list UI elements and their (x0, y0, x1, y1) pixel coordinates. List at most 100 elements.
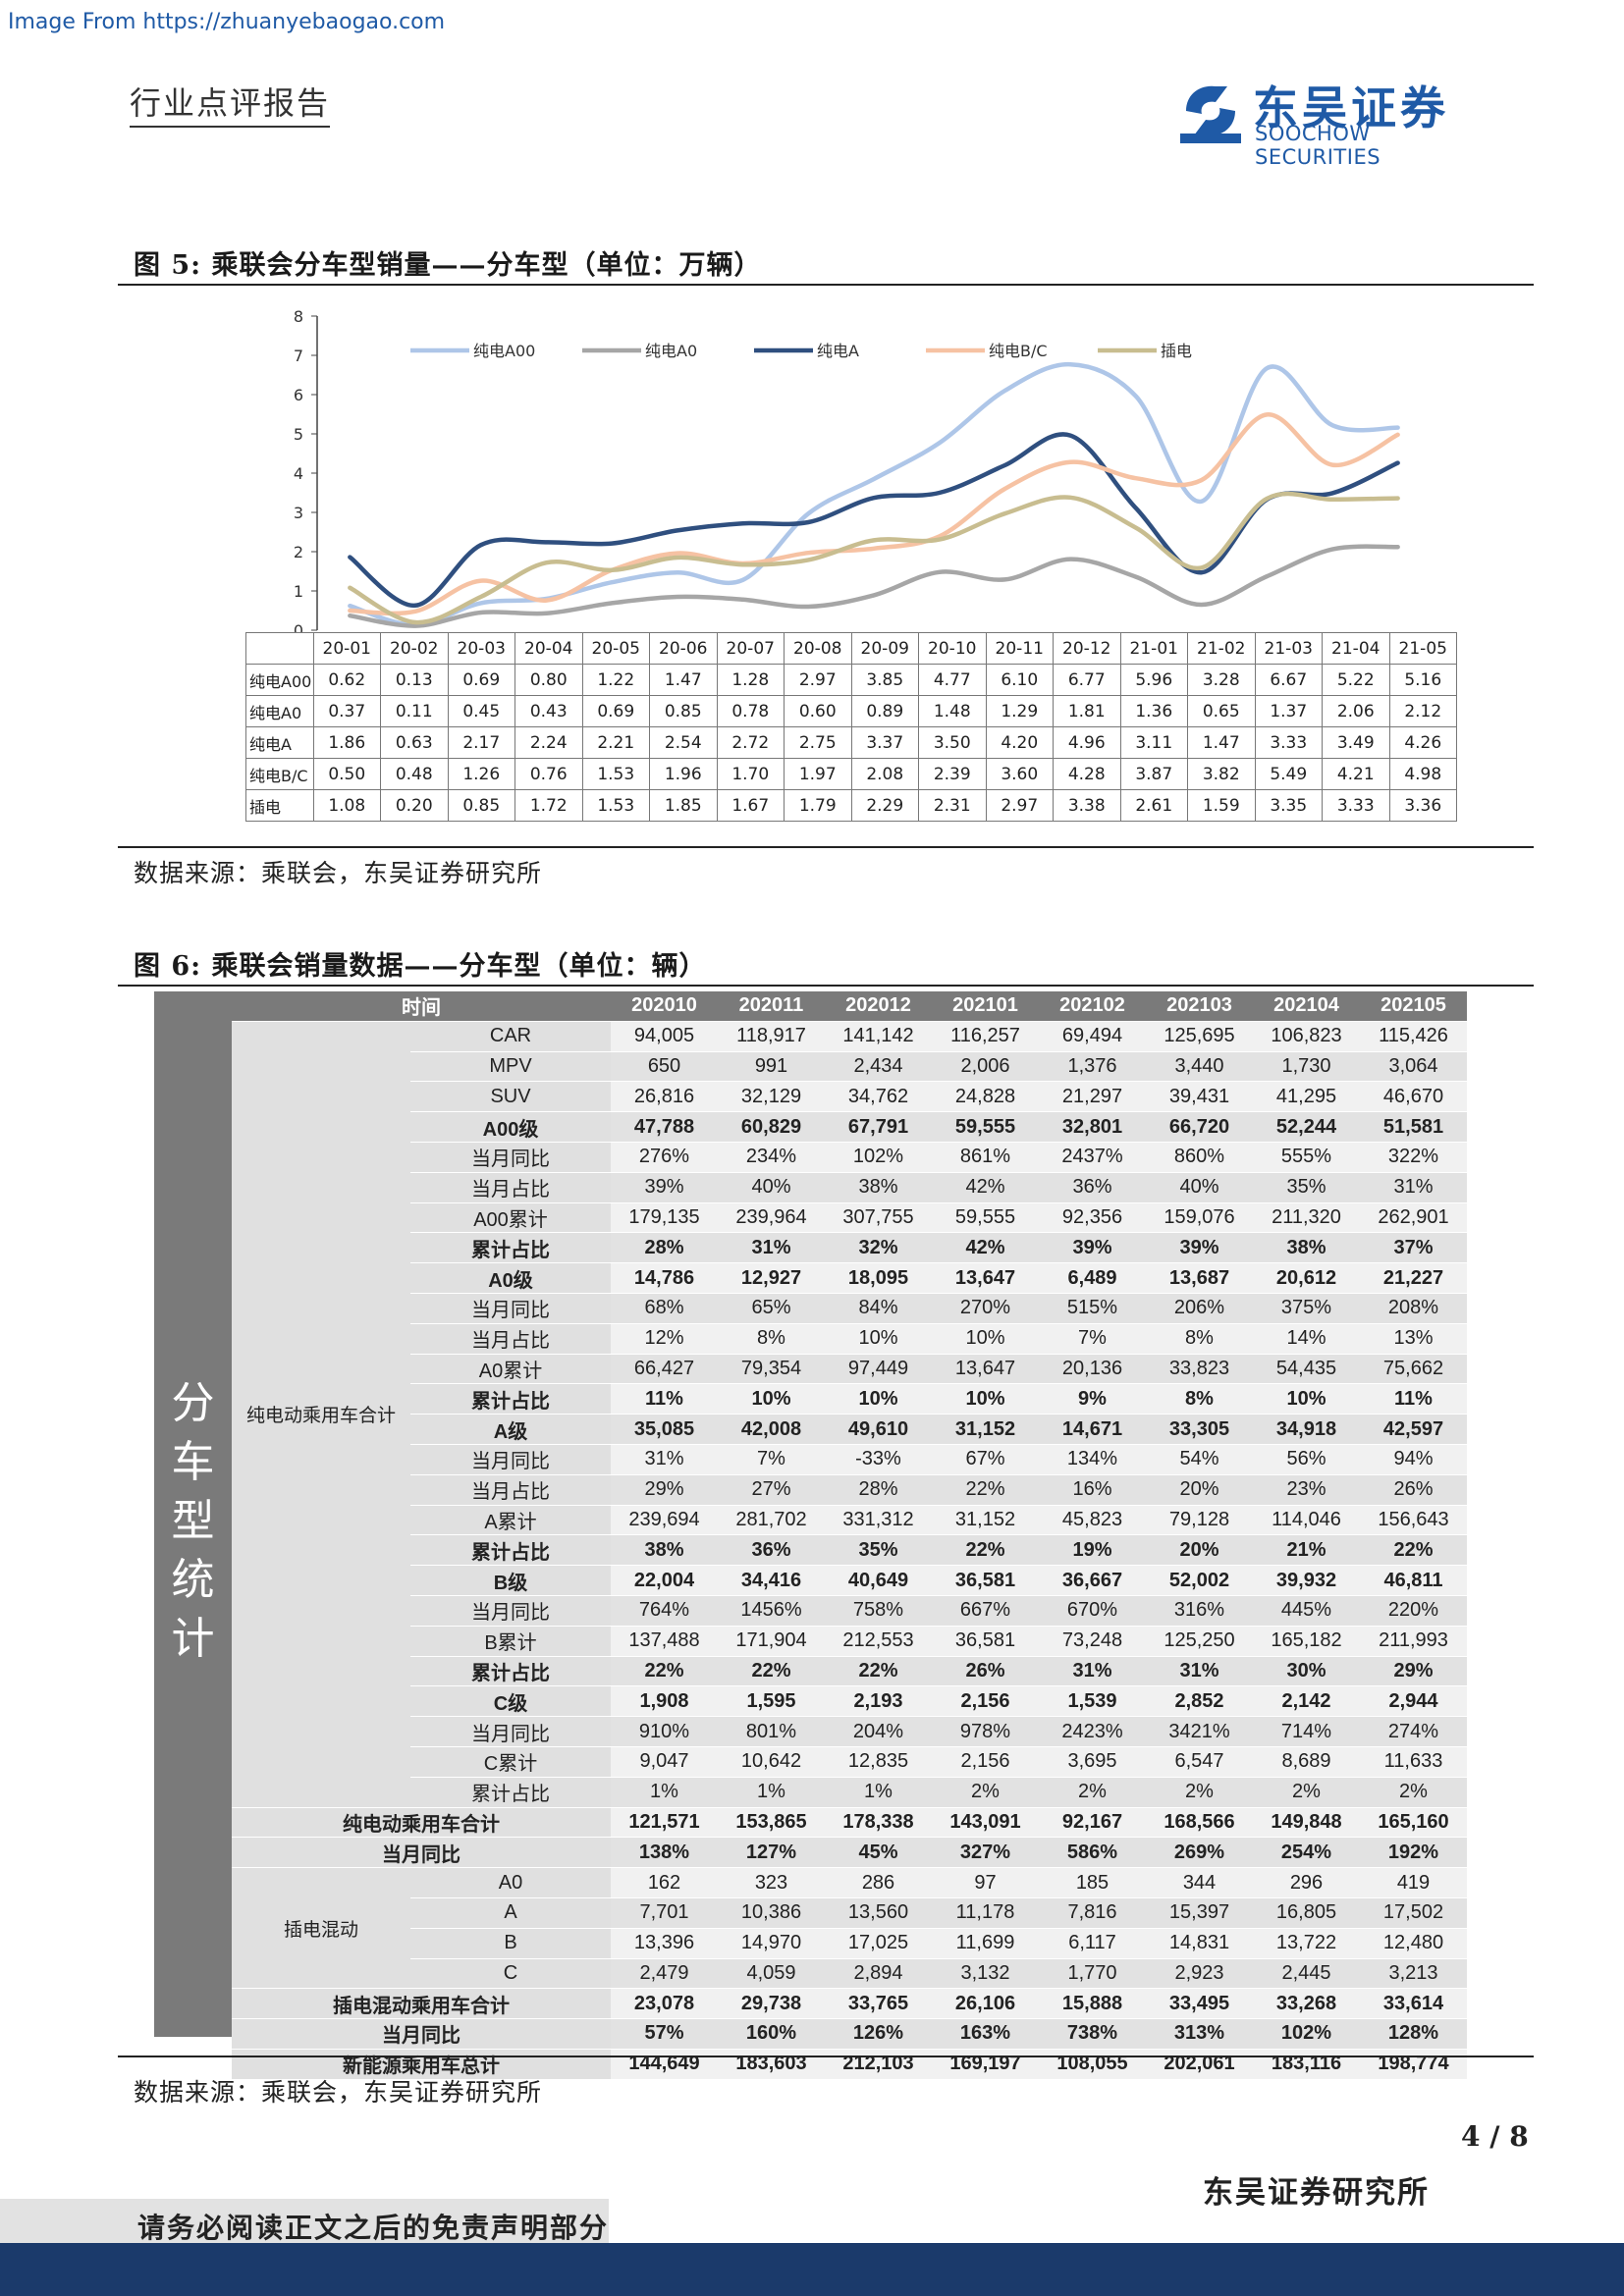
total-row-label: 纯电动乘用车合计 (232, 1807, 611, 1839)
value-cell: 1,539 (1039, 1685, 1146, 1718)
value-cell: 33,765 (825, 1988, 932, 2020)
value-cell: 59,555 (932, 1202, 1039, 1234)
value-cell: 1.67 (716, 789, 785, 822)
value-cell: 106,823 (1253, 1021, 1360, 1052)
table-row: A00累计 179,135 239,964 307,755 59,555 92,356 15… (232, 1202, 1467, 1234)
value-cell: 36% (718, 1534, 825, 1567)
value-cell: 13,722 (1253, 1928, 1360, 1959)
value-cell: 6,117 (1039, 1928, 1146, 1959)
value-cell: 65% (718, 1293, 825, 1324)
value-cell: 978% (932, 1716, 1039, 1747)
value-cell: 2,923 (1146, 1958, 1253, 1990)
table-row: A级 35,085 42,008 49,610 31,152 14,671 33,305 34… (232, 1414, 1467, 1445)
value-cell: 344 (1146, 1867, 1253, 1898)
series-line-3 (348, 412, 1400, 616)
value-cell: 4.98 (1388, 758, 1457, 790)
value-cell: 45,823 (1039, 1505, 1146, 1536)
value-cell: 15,888 (1039, 1988, 1146, 2020)
figure6-bottom-rule (118, 2056, 1534, 2057)
value-cell: 125,695 (1146, 1021, 1253, 1052)
value-cell: 40% (1146, 1172, 1253, 1203)
value-cell: 16% (1039, 1474, 1146, 1506)
value-cell: 34,918 (1253, 1414, 1360, 1445)
value-cell: 1.22 (581, 664, 650, 696)
value-cell: 7% (1039, 1323, 1146, 1355)
y-tick-label: 1 (294, 582, 303, 601)
value-cell: 2,156 (932, 1746, 1039, 1778)
category-header: 20-03 (447, 632, 515, 665)
value-cell: 0.60 (784, 695, 852, 727)
value-cell: 0.85 (649, 695, 718, 727)
value-cell: 20% (1146, 1474, 1253, 1506)
value-cell: 156,643 (1360, 1505, 1467, 1536)
value-cell: 127% (718, 1837, 825, 1869)
footer-band (0, 2243, 1624, 2296)
column-header: 202011 (718, 991, 825, 1022)
logo-cn-text: 东吴证券 (1253, 81, 1449, 134)
value-cell: 1.59 (1187, 789, 1256, 822)
value-cell: 39,431 (1146, 1081, 1253, 1113)
value-cell: 8% (718, 1323, 825, 1355)
value-cell: 1.96 (649, 758, 718, 790)
value-cell: 30% (1253, 1656, 1360, 1687)
value-cell: 0.48 (380, 758, 449, 790)
value-cell: 5.96 (1119, 664, 1188, 696)
value-cell: 0.69 (447, 664, 515, 696)
row-label: 累计占比 (410, 1534, 611, 1567)
y-tick-label: 3 (294, 504, 303, 522)
value-cell: 13% (1360, 1323, 1467, 1355)
value-cell: 13,647 (932, 1262, 1039, 1294)
table-row: 当月同比 68% 65% 84% 270% 515% 206% 375% 208% (232, 1293, 1467, 1324)
value-cell: 2.12 (1388, 695, 1457, 727)
logo-mark-icon (1180, 85, 1241, 143)
value-cell: 22% (611, 1656, 718, 1687)
value-cell: 1% (611, 1777, 718, 1808)
figure6-data-table: 时间 202010 202011 202012 202101 202102 202103 20… (232, 991, 1467, 2080)
value-cell: 4.21 (1322, 758, 1390, 790)
value-cell: 35% (1253, 1172, 1360, 1203)
value-cell: 1.70 (716, 758, 785, 790)
value-cell: 1,730 (1253, 1051, 1360, 1083)
table-row: 插电混动 A0 162 323 286 97 185 344 296 419 (232, 1867, 1467, 1990)
value-cell: 2423% (1039, 1716, 1146, 1747)
value-cell: 10% (1253, 1383, 1360, 1415)
table-row: 累计占比 1% 1% 1% 2% 2% 2% 2% 2% (232, 1777, 1467, 1808)
value-cell: 322% (1360, 1142, 1467, 1173)
value-cell: 738% (1039, 2018, 1146, 2050)
value-cell: 2,006 (932, 1051, 1039, 1083)
value-cell: 4.28 (1053, 758, 1121, 790)
value-cell: 27% (718, 1474, 825, 1506)
value-cell: 26,106 (932, 1988, 1039, 2020)
row-label: 累计占比 (410, 1383, 611, 1415)
value-cell: 1,595 (718, 1685, 825, 1718)
value-cell: 323 (718, 1867, 825, 1898)
row-label: A0累计 (410, 1354, 611, 1385)
value-cell: 3.33 (1254, 726, 1323, 759)
value-cell: 42% (932, 1172, 1039, 1203)
value-cell: 31% (1146, 1656, 1253, 1687)
y-tick-label: 2 (294, 543, 303, 561)
value-cell: 3.38 (1053, 789, 1121, 822)
value-cell: 73,248 (1039, 1626, 1146, 1657)
page-number: 4 / 8 (1461, 2120, 1529, 2153)
value-cell: 84% (825, 1293, 932, 1324)
row-label: A0级 (410, 1262, 611, 1294)
column-header: 202102 (1039, 991, 1146, 1022)
table-row: 当月同比 138% 127% 45% 327% 586% 269% 254% 192% (232, 1837, 1467, 1869)
value-cell: 8% (1146, 1323, 1253, 1355)
value-cell: 2,944 (1360, 1685, 1467, 1718)
value-cell: 143,091 (932, 1807, 1039, 1839)
value-cell: 0.80 (514, 664, 583, 696)
value-cell: 183,116 (1253, 2049, 1360, 2080)
value-cell: 21,297 (1039, 1081, 1146, 1113)
value-cell: 6.77 (1053, 664, 1121, 696)
value-cell: 13,396 (611, 1928, 718, 1959)
value-cell: 46,811 (1360, 1565, 1467, 1596)
disclaimer-text: 请务必阅读正文之后的免责声明部分 (137, 2212, 610, 2244)
value-cell: 764% (611, 1595, 718, 1627)
value-cell: 2.24 (514, 726, 583, 759)
value-cell: 14,970 (718, 1928, 825, 1959)
value-cell: 2.06 (1322, 695, 1390, 727)
value-cell: 34,416 (718, 1565, 825, 1596)
table-row: B 13,396 14,970 17,025 11,699 6,117 14,831 13,7… (232, 1928, 1467, 1959)
